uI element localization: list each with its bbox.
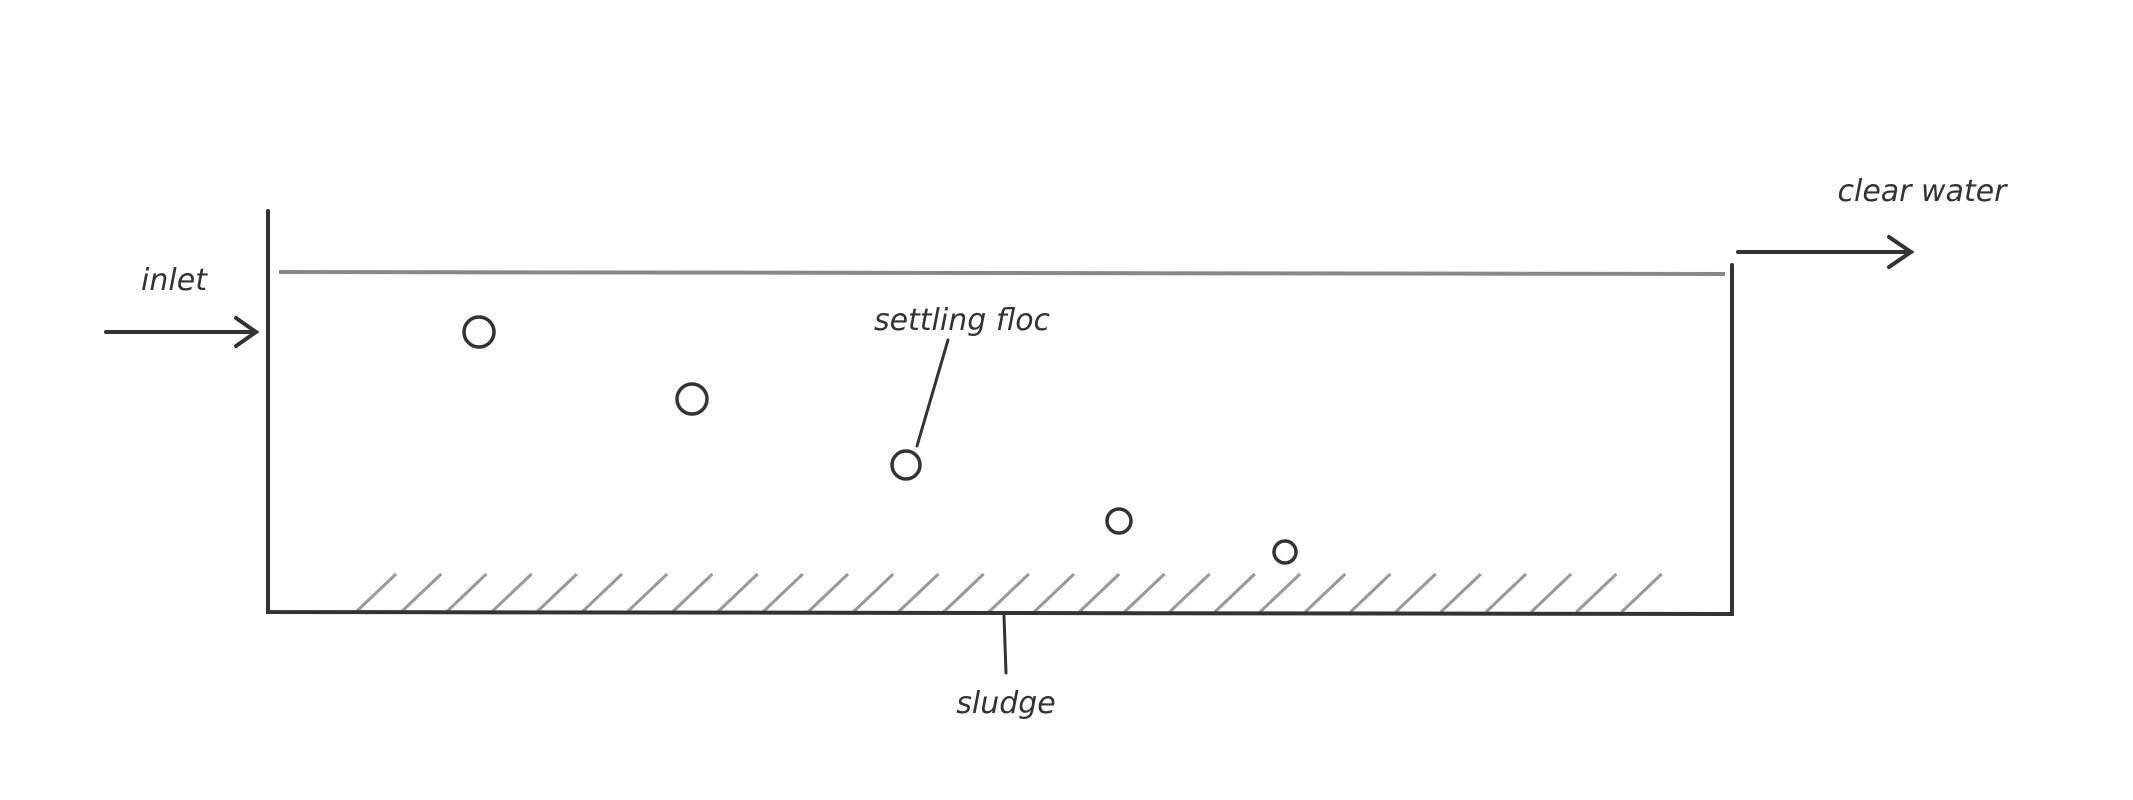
tank — [266, 209, 1734, 617]
floc-leader — [915, 338, 950, 448]
sludge-leader — [1002, 614, 1008, 675]
hatch-line — [806, 572, 850, 614]
hatch-line — [354, 572, 398, 614]
hatch-line — [761, 572, 804, 614]
water-surface — [278, 270, 1726, 276]
hatch-line — [897, 572, 940, 614]
hatch-line — [1484, 572, 1528, 614]
hatch-line — [490, 572, 533, 614]
inlet-label: inlet — [141, 263, 208, 298]
hatch-line — [535, 572, 578, 614]
hatch-line — [1349, 572, 1392, 614]
hatch-line — [1123, 572, 1166, 614]
hatch-line — [1168, 572, 1211, 614]
hatch-line — [400, 572, 443, 614]
hatch-line — [671, 572, 714, 614]
floc-particle — [890, 449, 922, 481]
hatch-line — [1258, 572, 1302, 614]
hatch-line — [1530, 572, 1573, 614]
hatch-line — [1213, 572, 1256, 614]
floc-label: settling floc — [874, 303, 1051, 338]
hatch-line — [716, 572, 759, 614]
hatch-line — [580, 572, 624, 614]
hatch-line — [445, 572, 488, 614]
hatch-line — [942, 572, 985, 614]
hatch-line — [1575, 572, 1618, 614]
sludge-hatching — [354, 572, 1663, 614]
hatch-line — [1394, 572, 1437, 614]
hatch-line — [852, 572, 895, 614]
hatch-line — [1439, 572, 1482, 614]
hatch-line — [1078, 572, 1121, 614]
outlet-label: clear water — [1837, 174, 2008, 209]
hatch-line — [626, 572, 669, 614]
floc-particle — [1272, 539, 1298, 565]
floc-particle — [675, 382, 709, 416]
hatch-line — [1304, 572, 1347, 614]
hatch-line — [1032, 572, 1076, 614]
outlet-arrow — [1736, 235, 1915, 269]
inlet-arrow — [104, 316, 260, 348]
floc-particle — [1105, 507, 1133, 535]
sludge-label: sludge — [956, 686, 1056, 721]
floc-particle — [462, 315, 496, 349]
hatch-line — [987, 572, 1030, 614]
hatch-line — [1620, 572, 1663, 614]
